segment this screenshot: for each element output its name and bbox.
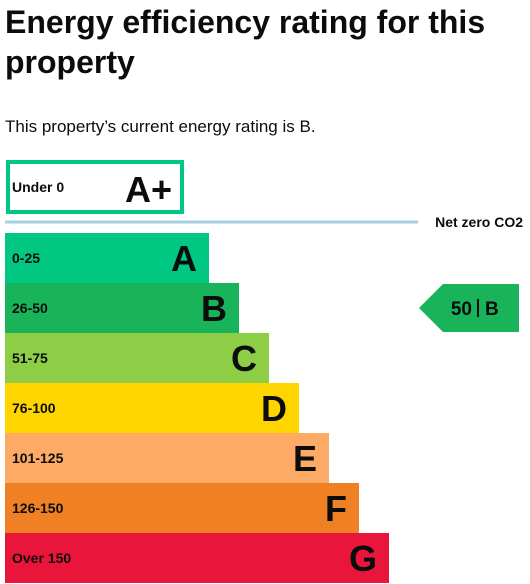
current-rating-value: 50 — [451, 299, 472, 320]
current-rating-band: B — [485, 299, 499, 320]
band-aplus-box — [6, 160, 184, 214]
band-c-range: 51-75 — [12, 350, 48, 366]
band-aplus-range: Under 0 — [12, 179, 64, 195]
band-c-letter: C — [231, 338, 257, 379]
band-a-range: 0-25 — [12, 250, 40, 266]
band-d-bar — [5, 383, 299, 433]
net-zero-label: Net zero CO2 — [435, 214, 523, 230]
band-b-range: 26-50 — [12, 300, 48, 316]
band-a-letter: A — [171, 238, 197, 279]
band-e-letter: E — [293, 438, 317, 479]
current-rating-arrow — [419, 284, 519, 332]
band-g-letter: G — [349, 538, 377, 579]
band-aplus-letter: A+ — [125, 169, 172, 210]
band-g-bar — [5, 533, 389, 583]
current-rating-text: This property’s current energy rating is… — [5, 117, 316, 136]
band-d-letter: D — [261, 388, 287, 429]
band-f-range: 126-150 — [12, 500, 64, 516]
band-a-bar — [5, 233, 209, 283]
band-b-letter: B — [201, 288, 227, 329]
page-title: Energy efficiency rating for this proper… — [5, 4, 486, 80]
band-b-bar — [5, 283, 239, 333]
band-e-bar — [5, 433, 329, 483]
band-f-letter: F — [325, 488, 347, 529]
band-e-range: 101-125 — [12, 450, 64, 466]
band-g-range: Over 150 — [12, 550, 71, 566]
band-c-bar — [5, 333, 269, 383]
band-f-bar — [5, 483, 359, 533]
band-d-range: 76-100 — [12, 400, 56, 416]
